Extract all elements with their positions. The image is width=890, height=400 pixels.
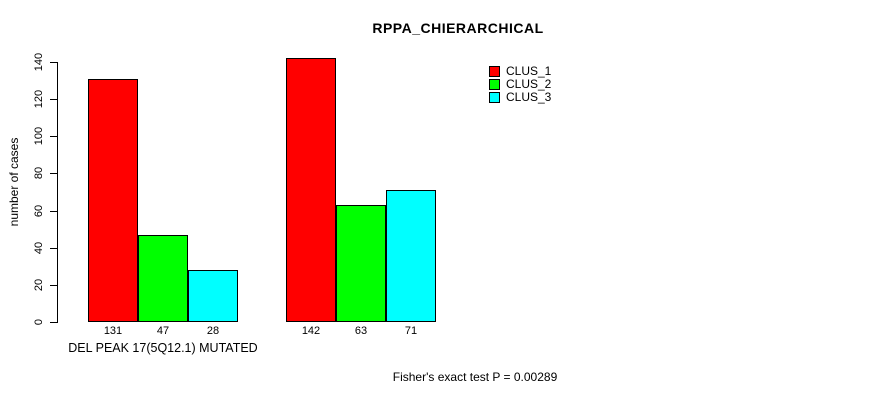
legend-label: CLUS_2 [506,77,552,91]
y-tick [50,211,57,212]
bar-clus_1-group2 [286,58,336,322]
legend-item-clus_2: CLUS_2 [489,78,551,91]
legend-label: CLUS_3 [506,90,552,104]
legend: CLUS_1 CLUS_2 CLUS_3 [489,65,551,104]
legend-swatch-clus_2 [489,79,500,90]
chart-title: RPPA_CHIERARCHICAL [372,20,544,36]
y-tick-label: 0 [33,318,45,326]
legend-swatch-clus_1 [489,66,500,77]
y-tick [50,285,57,286]
bar-value-label: 47 [156,325,170,337]
bar-clus_1-group1 [88,79,138,322]
y-tick [50,62,57,63]
bar-value-label: 63 [354,325,368,337]
y-tick [50,99,57,100]
y-tick [50,136,57,137]
y-tick-label: 140 [33,52,45,72]
y-tick-label: 40 [33,241,45,255]
bar-clus_2-group1 [138,235,188,322]
y-tick [50,322,57,323]
legend-item-clus_3: CLUS_3 [489,91,551,104]
x-axis-label: DEL PEAK 17(5Q12.1) MUTATED [68,341,258,355]
y-axis-label: number of cases [7,137,21,227]
legend-label: CLUS_1 [506,64,552,78]
y-tick-label: 100 [33,126,45,146]
y-tick-label: 80 [33,166,45,180]
y-tick-label: 20 [33,278,45,292]
y-tick [50,248,57,249]
y-tick [50,173,57,174]
y-tick-label: 60 [33,204,45,218]
bar-clus_2-group2 [336,205,386,322]
legend-swatch-clus_3 [489,92,500,103]
bar-clus_3-group2 [386,190,436,322]
bar-value-label: 28 [206,325,220,337]
legend-item-clus_1: CLUS_1 [489,65,551,78]
y-tick-label: 120 [33,89,45,109]
bar-value-label: 142 [301,325,321,337]
bar-value-label: 131 [103,325,123,337]
y-axis-line [57,62,58,323]
bar-value-label: 71 [404,325,418,337]
bar-clus_3-group1 [188,270,238,322]
fisher-test-text: Fisher's exact test P = 0.00289 [392,370,558,384]
